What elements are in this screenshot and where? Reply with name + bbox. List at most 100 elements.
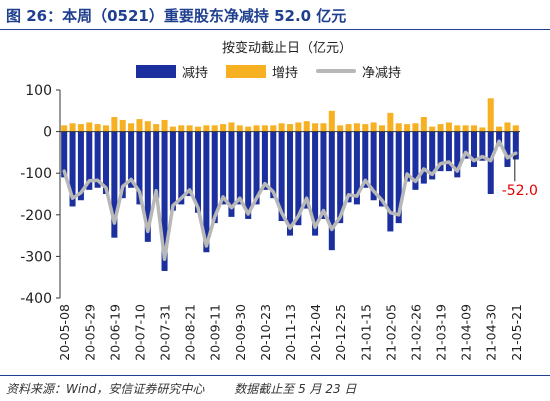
bar-line-chart: 100 0 -100 -200 -300 -400 -52.0 20-05-08 20-05-2… xyxy=(20,83,538,361)
annotation-label: -52.0 xyxy=(502,183,538,199)
bar-increase xyxy=(153,124,160,132)
bar-reduce xyxy=(144,131,151,242)
x-tick-label: 20-08-21 xyxy=(183,304,198,361)
footer-divider xyxy=(0,375,550,376)
x-tick-label: 20-10-23 xyxy=(258,304,273,361)
bar-increase xyxy=(437,124,444,132)
bar-reduce xyxy=(512,131,519,160)
x-tick-label: 21-04-30 xyxy=(484,304,499,361)
line-net xyxy=(62,139,518,262)
bar-increase xyxy=(404,124,411,132)
bar-increase xyxy=(228,122,235,132)
bar-reduce xyxy=(337,131,344,224)
legend-label-net: 净减持 xyxy=(362,65,402,81)
bar-reduce xyxy=(429,131,436,180)
y-tick-label: -200 xyxy=(20,208,52,224)
bar-reduce xyxy=(504,131,511,167)
bar-reduce xyxy=(378,131,386,207)
bar-reduce xyxy=(77,131,84,201)
bar-reduce xyxy=(353,131,360,205)
bar-increase xyxy=(479,127,486,132)
legend-item-increase: 增持 xyxy=(226,62,298,81)
bar-increase xyxy=(61,125,68,132)
bar-reduce xyxy=(128,131,135,188)
bar-reduce xyxy=(186,131,193,197)
bar-reduce xyxy=(445,131,452,172)
bar-reduce xyxy=(86,131,93,190)
bar-increase xyxy=(286,124,294,132)
bar-reduce xyxy=(303,131,310,209)
bar-increase xyxy=(387,112,394,132)
unit-label: 按变动截止日（亿元） xyxy=(222,41,353,56)
x-tick-label: 20-07-10 xyxy=(132,304,147,361)
x-tick-label: 20-09-30 xyxy=(233,304,248,361)
bar-reduce xyxy=(211,131,218,224)
bar-increase xyxy=(94,124,101,132)
bar-reduce xyxy=(479,131,486,161)
bar-increase xyxy=(496,126,503,132)
bar-reduce xyxy=(161,131,168,271)
bar-increase xyxy=(312,123,319,132)
bar-reduce xyxy=(387,131,394,232)
bar-reduce xyxy=(69,131,76,207)
bar-reduce xyxy=(203,131,210,253)
bar-reduce xyxy=(487,131,494,194)
bar-reduce xyxy=(454,131,461,178)
bar-reduce xyxy=(153,131,160,199)
y-tick-label: -300 xyxy=(20,249,52,265)
figure-footer: 资料来源：Wind，安信证券研究中心 数据截止至 5 月 23 日 xyxy=(6,380,356,397)
bar-increase xyxy=(86,122,93,132)
x-tick-label: 21-03-19 xyxy=(434,304,449,361)
y-tick-label: -400 xyxy=(20,291,52,307)
bar-increase xyxy=(378,125,386,132)
x-tick-label: 21-05-21 xyxy=(509,304,524,361)
x-tick-label: 20-07-31 xyxy=(158,304,173,361)
x-tick-label: 20-05-29 xyxy=(82,304,97,361)
bar-reduce xyxy=(370,131,377,201)
bar-increase xyxy=(462,125,469,132)
bar-reduce xyxy=(395,131,402,224)
chart-legend: 减持 增持 净减持 xyxy=(136,59,419,83)
bar-reduce xyxy=(102,131,110,194)
bar-reduce xyxy=(261,131,268,190)
bar-reduce xyxy=(312,131,319,236)
y-tick-label: -100 xyxy=(20,166,52,182)
bar-reduce xyxy=(270,131,277,199)
x-tick-label: 20-11-13 xyxy=(283,304,298,361)
x-tick-label: 20-12-25 xyxy=(333,304,348,361)
bar-increase xyxy=(270,125,277,132)
legend-swatch-net xyxy=(316,69,357,73)
bar-reduce xyxy=(420,131,427,184)
x-tick-label: 20-12-04 xyxy=(308,304,323,361)
bar-reduce xyxy=(245,131,252,219)
y-tick-label: 0 xyxy=(43,125,52,141)
bar-reduce xyxy=(169,131,176,211)
bar-reduce xyxy=(61,131,68,178)
x-tick-label: 21-04-09 xyxy=(459,304,474,361)
bar-reduce xyxy=(412,131,419,190)
bar-reduce xyxy=(362,131,369,188)
bar-reduce xyxy=(119,131,126,199)
bar-increase xyxy=(445,122,452,132)
bar-reduce xyxy=(111,131,118,238)
bar-reduce xyxy=(404,131,411,182)
bar-increase xyxy=(295,122,302,132)
bar-increase xyxy=(111,117,118,132)
bar-increase xyxy=(429,126,436,132)
bar-reduce xyxy=(194,131,202,213)
bar-reduce xyxy=(136,131,143,205)
bar-increase xyxy=(128,123,135,132)
bar-reduce xyxy=(462,131,469,159)
x-tick-label: 20-06-19 xyxy=(107,304,122,361)
bar-increase xyxy=(454,125,461,132)
bar-increase xyxy=(253,125,260,132)
bar-increase xyxy=(211,125,218,132)
bar-reduce xyxy=(236,131,243,205)
bar-reduce xyxy=(295,131,302,226)
figure-title-bar: 图 26：本周（0521）重要股东净减持 52.0 亿元 xyxy=(0,0,550,28)
x-tick-label: 20-05-08 xyxy=(57,304,72,361)
bar-increase xyxy=(328,110,335,132)
bar-increase xyxy=(504,122,511,132)
bar-increase xyxy=(169,126,176,132)
bar-increase xyxy=(119,119,126,132)
